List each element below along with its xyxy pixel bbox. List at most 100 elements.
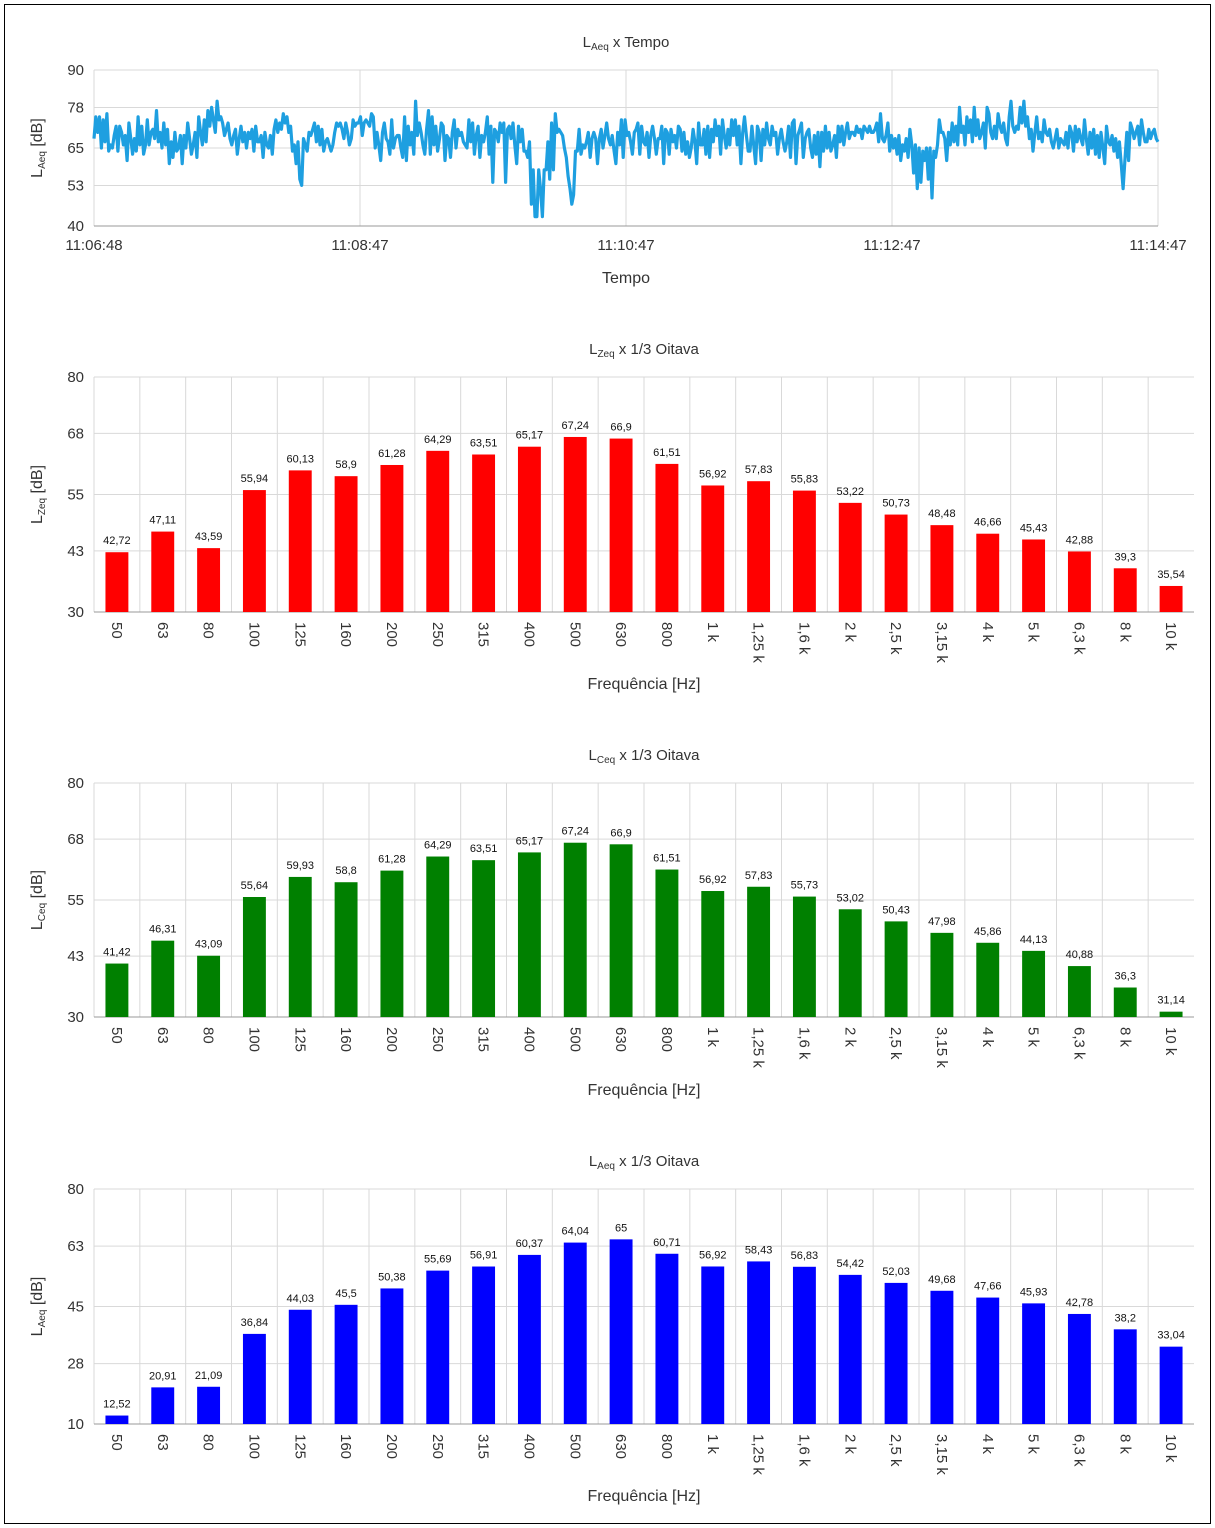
x-tick-label: 500 [566, 1434, 583, 1459]
x-axis-label: Frequência [Hz] [588, 1488, 701, 1505]
x-tick-label: 5 k [1025, 1027, 1042, 1048]
data-label: 46,66 [974, 517, 1002, 529]
x-tick-label: 4 k [979, 1027, 996, 1048]
bar-315 [472, 1266, 496, 1424]
data-label: 45,93 [1020, 1286, 1048, 1298]
x-tick-label: 1 k [704, 1434, 721, 1455]
x-tick-label: 1,25 k [750, 1434, 767, 1475]
x-axis-label: Frequência [Hz] [588, 1082, 701, 1099]
x-tick-label: 1 k [704, 622, 721, 643]
bar-630 [609, 438, 633, 612]
y-tick-label: 80 [67, 369, 84, 386]
data-label: 56,92 [699, 468, 727, 480]
data-label: 45,86 [974, 926, 1002, 938]
bar-4k [976, 533, 1000, 612]
x-tick-label: 125 [291, 1434, 308, 1459]
data-label: 65 [615, 1222, 627, 1234]
data-label: 54,42 [836, 1258, 864, 1270]
data-label: 45,5 [335, 1288, 356, 1300]
data-label: 46,31 [149, 924, 177, 936]
x-tick-label: 250 [429, 1027, 446, 1052]
x-tick-label: 400 [520, 1434, 537, 1459]
data-label: 59,93 [286, 860, 314, 872]
bar-2k [838, 502, 862, 612]
data-label: 55,69 [424, 1254, 452, 1266]
x-tick-label: 400 [520, 622, 537, 647]
chart-title: LZeq x 1/3 Oitava [589, 341, 699, 360]
x-axis-label: Tempo [602, 270, 650, 287]
bar-5k [1022, 950, 1046, 1017]
x-tick-label: 5 k [1025, 1434, 1042, 1455]
bar-80 [197, 955, 221, 1017]
bar-25k [884, 1282, 908, 1424]
y-tick-label: 65 [67, 140, 84, 157]
bar-800 [655, 463, 679, 612]
bar-630 [609, 1239, 633, 1424]
x-tick-label: 500 [566, 1027, 583, 1052]
y-tick-label: 28 [67, 1356, 84, 1373]
x-tick-label: 63 [154, 622, 171, 639]
x-tick-label: 200 [383, 1027, 400, 1052]
bar-80 [197, 1386, 221, 1424]
x-tick-label: 3,15 k [933, 1027, 950, 1068]
y-tick-label: 45 [67, 1299, 84, 1316]
data-label: 39,3 [1115, 551, 1136, 563]
bar-125 [288, 470, 312, 612]
data-label: 56,83 [791, 1250, 819, 1262]
data-label: 64,29 [424, 434, 452, 446]
x-tick-label: 50 [108, 622, 125, 639]
data-label: 47,66 [974, 1281, 1002, 1293]
x-tick-label: 63 [154, 1027, 171, 1044]
bar-5k [1022, 539, 1046, 612]
bar-400 [517, 1254, 541, 1424]
x-tick-label: 160 [337, 1027, 354, 1052]
x-tick-label: 315 [475, 1027, 492, 1052]
y-tick-label: 78 [67, 99, 84, 116]
x-tick-label: 400 [520, 1027, 537, 1052]
x-tick-label: 100 [245, 1434, 262, 1459]
x-tick-label: 11:14:47 [1129, 237, 1186, 254]
bar-63k [1067, 1313, 1091, 1424]
x-tick-label: 10 k [1162, 1027, 1179, 1056]
bar-1k [701, 485, 725, 612]
data-label: 67,24 [561, 420, 589, 432]
x-tick-label: 100 [245, 622, 262, 647]
bar-5k [1022, 1303, 1046, 1424]
data-label: 50,73 [882, 498, 910, 510]
bar-200 [380, 1288, 404, 1424]
x-tick-label: 80 [200, 1027, 217, 1044]
x-tick-label: 160 [337, 622, 354, 647]
bar-8k [1113, 1329, 1137, 1424]
x-tick-label: 160 [337, 1434, 354, 1459]
data-label: 61,28 [378, 854, 406, 866]
x-tick-label: 2 k [841, 1027, 858, 1048]
data-label: 33,04 [1157, 1330, 1185, 1342]
data-label: 43,59 [195, 531, 223, 543]
bar-400 [517, 852, 541, 1017]
bar-200 [380, 464, 404, 612]
x-tick-label: 1,6 k [795, 622, 812, 655]
data-label: 53,22 [836, 486, 864, 498]
bar-2k [838, 909, 862, 1017]
x-tick-label: 2,5 k [887, 1027, 904, 1060]
bar-630 [609, 844, 633, 1017]
x-tick-label: 50 [108, 1027, 125, 1044]
bar-63 [151, 1387, 175, 1424]
x-tick-label: 5 k [1025, 622, 1042, 643]
bar-250 [426, 1270, 450, 1424]
bar-16k [792, 896, 816, 1017]
data-label: 63,51 [470, 843, 498, 855]
data-label: 55,83 [791, 474, 819, 486]
data-label: 44,13 [1020, 934, 1048, 946]
x-tick-label: 11:08:47 [331, 237, 388, 254]
data-label: 55,94 [241, 473, 269, 485]
y-tick-label: 55 [67, 892, 84, 909]
data-label: 53,02 [836, 892, 864, 904]
bar-160 [334, 1304, 358, 1424]
bar-1k [701, 891, 725, 1017]
bar-125 [288, 1309, 312, 1424]
chart-title: LAeq x 1/3 Oitava [589, 1153, 700, 1172]
x-tick-label: 4 k [979, 1434, 996, 1455]
y-tick-label: 30 [67, 604, 84, 621]
